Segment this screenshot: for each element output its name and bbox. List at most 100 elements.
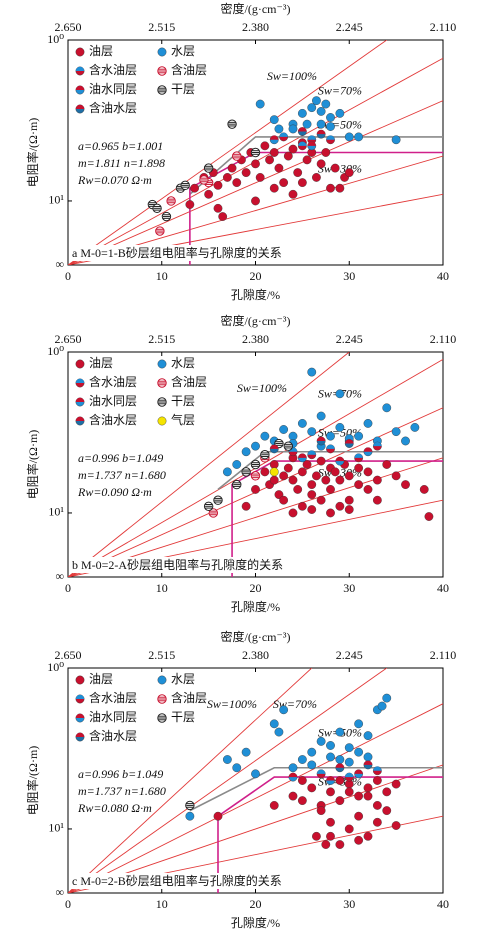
point — [232, 178, 242, 188]
point — [279, 705, 289, 715]
marker-body — [269, 148, 279, 157]
point — [326, 183, 335, 193]
point — [391, 135, 401, 145]
marker-body — [260, 141, 270, 151]
point — [335, 840, 345, 849]
point — [269, 719, 279, 729]
marker-body — [344, 471, 354, 481]
point — [307, 505, 317, 514]
point — [260, 467, 270, 477]
point — [354, 463, 364, 473]
marker-body — [157, 47, 167, 57]
marker-body — [269, 467, 279, 477]
marker-body — [302, 460, 312, 469]
marker-body — [312, 471, 321, 481]
marker-body — [326, 122, 335, 131]
marker-body — [213, 203, 223, 213]
point — [363, 447, 373, 457]
marker-body — [344, 132, 354, 142]
marker-body — [326, 787, 335, 797]
legend-marker — [157, 397, 167, 407]
marker-body — [312, 173, 321, 182]
marker-body — [391, 135, 401, 145]
point — [335, 475, 345, 485]
point — [288, 144, 298, 154]
x-tick-label: 30 — [343, 269, 355, 283]
marker-body — [279, 495, 289, 505]
saturation-line — [68, 764, 443, 893]
marker-body — [316, 411, 326, 421]
legend-marker — [157, 416, 167, 426]
marker-body — [321, 475, 331, 485]
saturation-label: Sw=100% — [267, 69, 317, 83]
point — [288, 508, 298, 518]
x-tick-label: 40 — [437, 581, 449, 595]
point — [279, 178, 289, 188]
legend-label: 干层 — [171, 82, 195, 96]
marker-body — [326, 485, 335, 494]
marker-body — [316, 107, 326, 116]
point — [312, 471, 321, 481]
marker-body — [335, 776, 345, 785]
point — [297, 501, 307, 511]
point — [344, 495, 354, 505]
point — [335, 763, 345, 773]
marker-half — [373, 441, 382, 447]
x2-axis-label: 密度/(g·cm⁻³) — [221, 1, 291, 16]
x2-tick-label: 2.380 — [242, 332, 269, 346]
legend-label: 油水同层 — [89, 710, 137, 724]
y-tick-label: 10⁰ — [47, 660, 64, 674]
legend-label: 含水油层 — [89, 374, 137, 389]
point — [326, 752, 335, 762]
legend-marker — [157, 85, 167, 95]
point — [391, 471, 401, 481]
point — [326, 444, 335, 454]
point — [391, 427, 401, 437]
marker-body — [251, 196, 260, 206]
point — [185, 811, 195, 821]
point — [288, 124, 298, 134]
y-axis-label: 电阻率/(Ω·m) — [25, 746, 40, 816]
marker-body — [372, 801, 382, 810]
marker-body — [190, 183, 199, 193]
marker-body — [241, 501, 251, 511]
marker-body — [335, 727, 345, 737]
marker-body — [269, 801, 279, 810]
point — [326, 817, 335, 827]
point — [344, 824, 354, 834]
point — [316, 456, 326, 466]
marker-body — [335, 423, 345, 432]
marker-body — [269, 183, 279, 193]
point — [363, 783, 373, 793]
point — [297, 453, 307, 463]
point — [288, 791, 298, 801]
marker-half — [298, 453, 307, 458]
marker-body — [274, 124, 284, 134]
point — [269, 460, 279, 469]
legend-marker — [157, 694, 167, 704]
point — [335, 776, 345, 785]
point — [354, 769, 364, 779]
point — [251, 485, 260, 494]
legend-label: 含水油层 — [89, 62, 137, 77]
point — [419, 485, 429, 494]
marker-body — [363, 731, 373, 741]
marker-body — [401, 436, 410, 446]
marker-body — [307, 760, 317, 770]
marker-body — [204, 189, 214, 199]
marker-body — [363, 791, 373, 801]
x2-tick-label: 2.245 — [336, 332, 363, 346]
x-tick-label: 10 — [156, 897, 168, 911]
marker-body — [372, 776, 382, 785]
marker-body — [326, 831, 335, 841]
saturation-line — [68, 100, 443, 265]
marker-body — [232, 763, 242, 773]
marker-body — [326, 431, 335, 441]
point — [288, 763, 298, 773]
point — [250, 459, 261, 470]
marker-body — [75, 359, 85, 369]
legend-marker — [75, 732, 85, 742]
point — [274, 163, 284, 173]
marker-body — [307, 103, 317, 113]
